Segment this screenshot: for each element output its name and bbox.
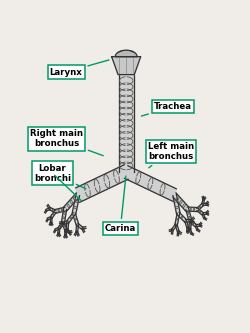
Polygon shape	[197, 229, 200, 232]
Polygon shape	[203, 197, 206, 200]
Polygon shape	[175, 213, 180, 225]
Polygon shape	[47, 204, 50, 209]
Polygon shape	[55, 207, 66, 213]
Polygon shape	[58, 228, 60, 233]
Polygon shape	[196, 224, 200, 227]
Polygon shape	[173, 193, 188, 211]
Polygon shape	[62, 222, 67, 230]
Polygon shape	[64, 193, 79, 211]
Polygon shape	[202, 203, 206, 206]
Polygon shape	[119, 75, 134, 172]
Polygon shape	[65, 230, 66, 235]
Polygon shape	[178, 231, 182, 234]
Polygon shape	[73, 213, 79, 225]
Text: Larynx: Larynx	[50, 60, 109, 77]
Polygon shape	[173, 194, 180, 214]
Polygon shape	[69, 232, 71, 235]
Polygon shape	[199, 222, 202, 226]
Polygon shape	[185, 220, 188, 228]
Polygon shape	[58, 233, 60, 236]
Polygon shape	[50, 207, 56, 212]
Polygon shape	[60, 222, 63, 224]
Polygon shape	[191, 217, 194, 221]
Polygon shape	[76, 224, 78, 232]
Polygon shape	[202, 199, 204, 205]
Polygon shape	[177, 231, 179, 236]
Polygon shape	[76, 231, 79, 236]
Polygon shape	[197, 208, 203, 215]
Polygon shape	[186, 208, 192, 222]
Text: Carina: Carina	[105, 176, 136, 233]
Polygon shape	[66, 222, 69, 229]
Polygon shape	[187, 228, 190, 233]
Polygon shape	[74, 231, 77, 236]
Polygon shape	[48, 216, 52, 220]
Polygon shape	[190, 220, 196, 227]
Polygon shape	[66, 228, 70, 233]
Polygon shape	[46, 218, 48, 222]
Polygon shape	[191, 220, 194, 224]
Polygon shape	[82, 228, 85, 232]
Polygon shape	[191, 233, 194, 235]
Polygon shape	[46, 208, 50, 211]
Polygon shape	[202, 213, 205, 218]
Polygon shape	[69, 231, 72, 233]
Polygon shape	[197, 203, 203, 211]
Polygon shape	[187, 207, 198, 211]
Polygon shape	[124, 166, 176, 201]
Polygon shape	[65, 234, 67, 238]
Polygon shape	[206, 213, 209, 215]
Polygon shape	[172, 230, 173, 234]
Polygon shape	[202, 196, 204, 200]
Polygon shape	[77, 223, 83, 229]
Polygon shape	[206, 203, 209, 206]
Polygon shape	[57, 233, 59, 236]
Polygon shape	[175, 224, 179, 232]
Polygon shape	[115, 50, 137, 57]
Polygon shape	[45, 210, 47, 213]
Polygon shape	[72, 194, 80, 214]
Polygon shape	[195, 225, 198, 230]
Polygon shape	[189, 229, 192, 234]
Polygon shape	[60, 223, 63, 227]
Polygon shape	[58, 221, 64, 229]
Polygon shape	[67, 212, 75, 223]
Polygon shape	[76, 165, 128, 202]
Polygon shape	[49, 222, 51, 225]
Polygon shape	[172, 224, 177, 230]
Polygon shape	[62, 209, 67, 223]
Polygon shape	[169, 229, 172, 231]
Polygon shape	[66, 229, 70, 233]
Polygon shape	[50, 217, 52, 222]
Polygon shape	[64, 234, 66, 238]
Text: Trachea: Trachea	[142, 102, 192, 116]
Polygon shape	[206, 211, 208, 214]
Polygon shape	[187, 227, 188, 232]
Polygon shape	[54, 229, 56, 233]
Text: Left main
bronchus: Left main bronchus	[148, 142, 194, 168]
Text: Right main
bronchus: Right main bronchus	[30, 129, 103, 156]
Polygon shape	[188, 221, 192, 229]
Polygon shape	[200, 224, 202, 227]
Polygon shape	[188, 227, 191, 230]
Polygon shape	[65, 228, 68, 233]
Polygon shape	[62, 221, 68, 225]
Polygon shape	[186, 219, 191, 222]
Polygon shape	[50, 222, 53, 225]
Text: Lobar
bronchi: Lobar bronchi	[34, 164, 86, 189]
Polygon shape	[50, 210, 56, 218]
Polygon shape	[82, 227, 86, 229]
Polygon shape	[55, 227, 59, 231]
Polygon shape	[178, 212, 186, 222]
Polygon shape	[112, 57, 141, 75]
Polygon shape	[204, 217, 207, 220]
Polygon shape	[202, 212, 206, 215]
Polygon shape	[206, 201, 208, 205]
